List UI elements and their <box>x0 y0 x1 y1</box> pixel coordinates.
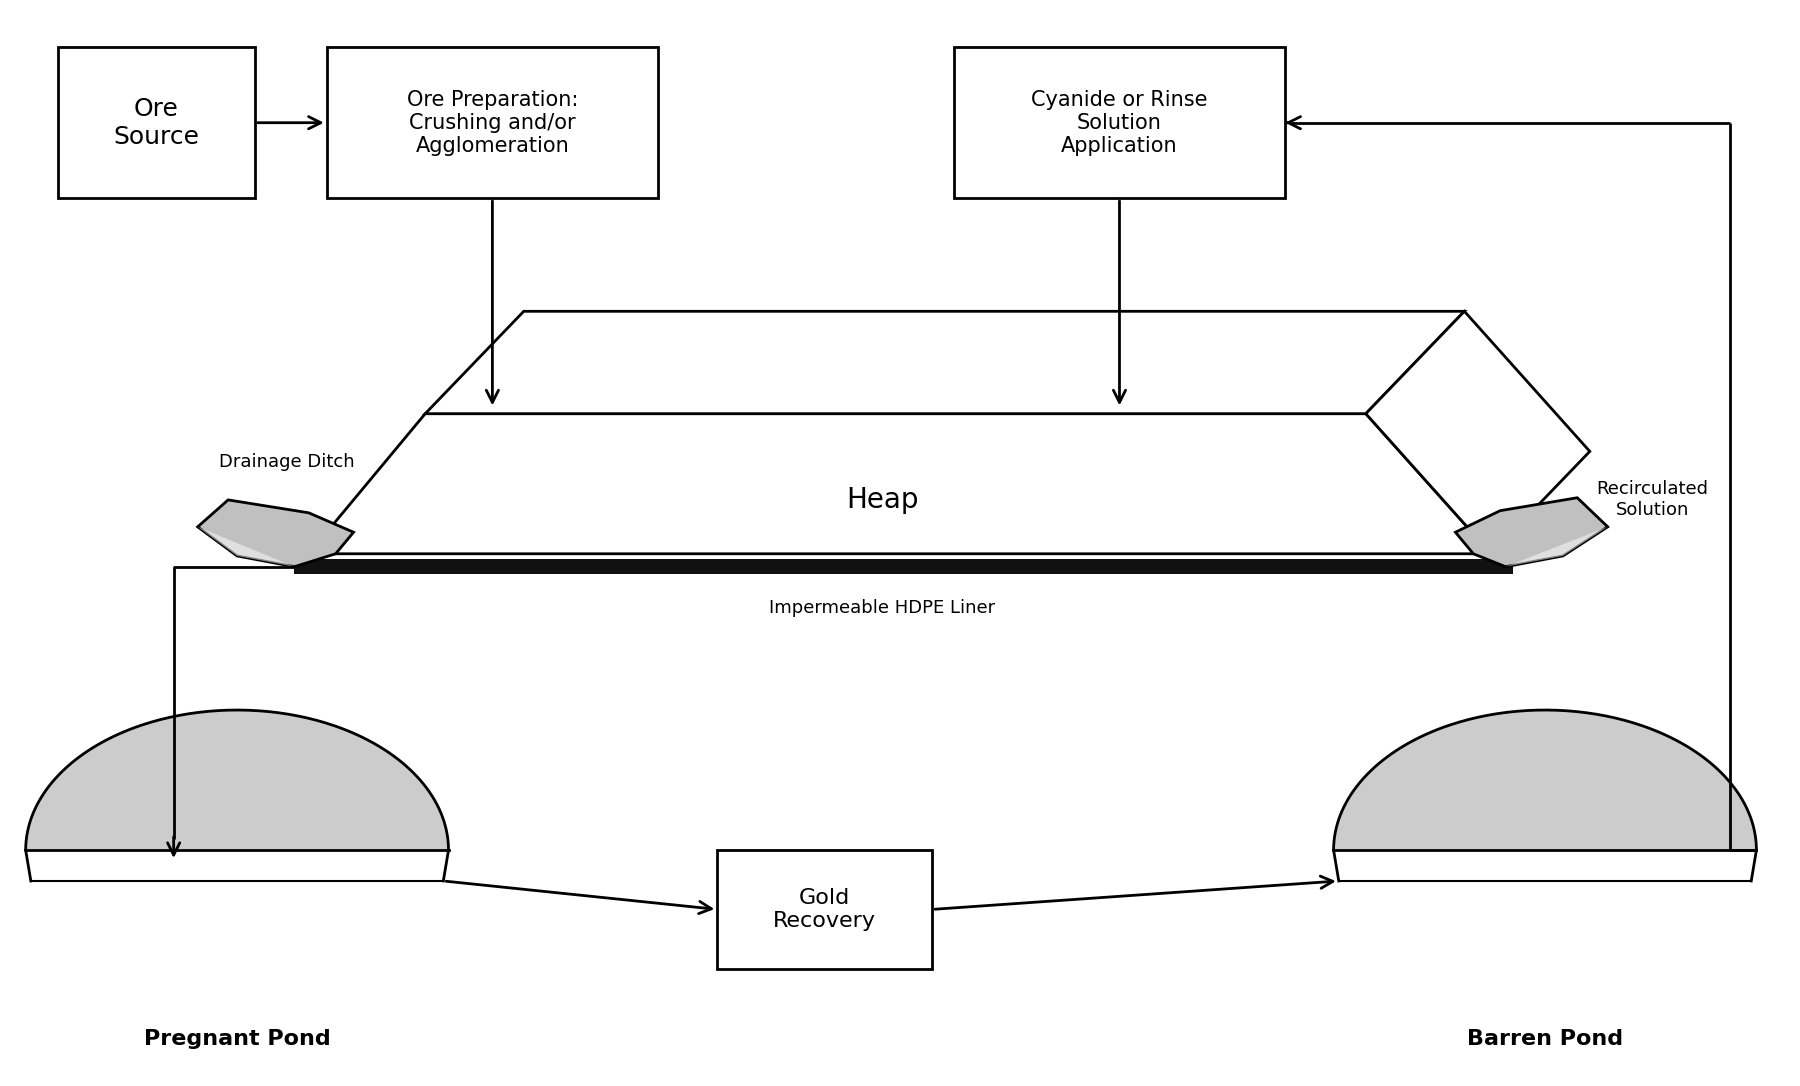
Text: Heap: Heap <box>846 485 918 514</box>
Text: Ore Preparation:
Crushing and/or
Agglomeration: Ore Preparation: Crushing and/or Agglome… <box>407 89 578 156</box>
Text: Cyanide or Rinse
Solution
Application: Cyanide or Rinse Solution Application <box>1031 89 1208 156</box>
Polygon shape <box>1334 710 1757 850</box>
Bar <box>295 559 1512 574</box>
Text: Pregnant Pond: Pregnant Pond <box>144 1028 331 1049</box>
Polygon shape <box>198 500 353 567</box>
Polygon shape <box>198 527 295 567</box>
Bar <box>716 850 932 969</box>
Text: Ore
Source: Ore Source <box>113 97 200 149</box>
Polygon shape <box>425 312 1465 414</box>
Polygon shape <box>1456 497 1607 567</box>
Text: Impermeable HDPE Liner: Impermeable HDPE Liner <box>769 598 995 617</box>
Polygon shape <box>310 414 1490 554</box>
Text: Drainage Ditch: Drainage Ditch <box>220 453 355 471</box>
Bar <box>326 48 659 198</box>
Bar <box>954 48 1285 198</box>
Text: Barren Pond: Barren Pond <box>1467 1028 1624 1049</box>
Polygon shape <box>1366 312 1589 554</box>
Bar <box>58 48 256 198</box>
Text: Recirculated
Solution: Recirculated Solution <box>1597 480 1708 519</box>
Polygon shape <box>1505 527 1607 567</box>
Text: Gold
Recovery: Gold Recovery <box>774 888 877 931</box>
Polygon shape <box>25 710 448 850</box>
